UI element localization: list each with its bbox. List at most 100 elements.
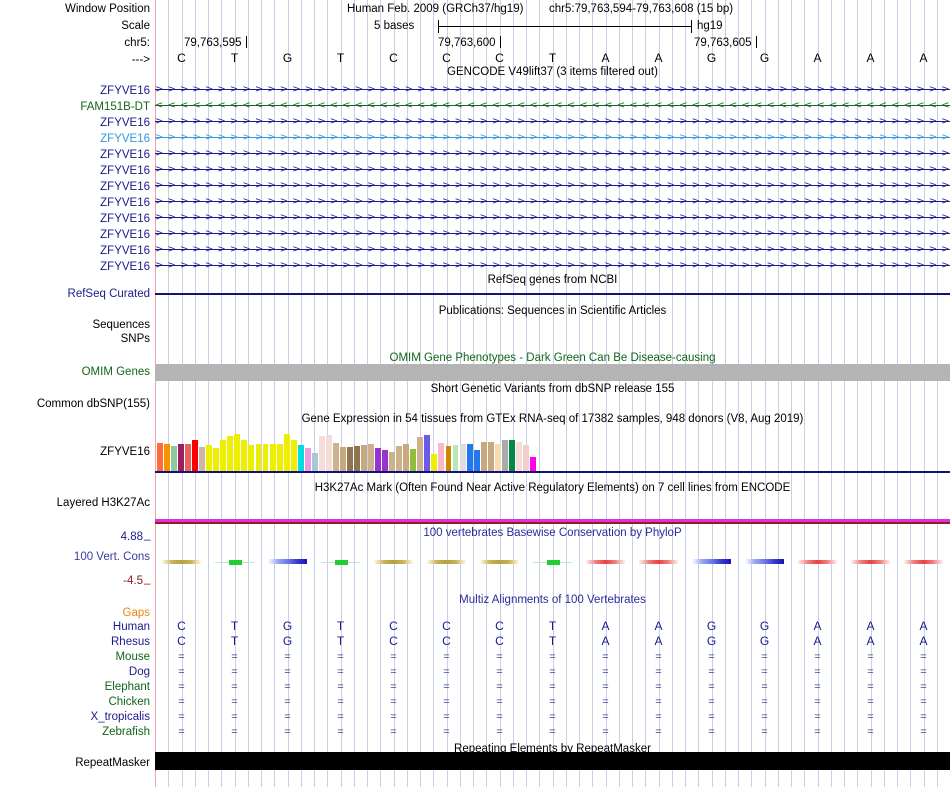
gtex-tissue-bar[interactable] (157, 443, 163, 472)
gtex-tissue-bar[interactable] (227, 436, 234, 472)
gtex-tissue-bar[interactable] (347, 447, 353, 472)
gtex-tissue-bar[interactable] (311, 453, 318, 472)
gtex-tissue-bar[interactable] (192, 440, 199, 472)
gtex-tissue-bar[interactable] (339, 447, 346, 472)
refseq-curated-bar[interactable] (155, 293, 950, 295)
multiz-species-label[interactable]: Chicken (108, 696, 150, 708)
gtex-tissue-bar[interactable] (354, 446, 360, 472)
gencode-transcript-row[interactable]: >>>>>>>>>>>>>>>>>>>>>>>>>>>>>>>>>>>>>>>>… (155, 228, 950, 239)
gtex-gene-label[interactable]: ZFYVE16 (100, 446, 150, 458)
multiz-track-title[interactable]: Multiz Alignments of 100 Vertebrates (459, 594, 646, 606)
gtex-tissue-bar[interactable] (185, 444, 192, 472)
gtex-bar-chart[interactable] (157, 428, 537, 472)
publications-snps-label[interactable]: SNPs (120, 333, 150, 345)
publications-sequences-label[interactable]: Sequences (92, 319, 150, 331)
gtex-tissue-bar[interactable] (529, 457, 536, 472)
gtex-tissue-bar[interactable] (494, 444, 501, 472)
omim-genes-bar[interactable] (155, 364, 950, 381)
gtex-tissue-bar[interactable] (304, 448, 311, 472)
gencode-transcript-row[interactable]: >>>>>>>>>>>>>>>>>>>>>>>>>>>>>>>>>>>>>>>>… (155, 116, 950, 127)
gtex-tissue-bar[interactable] (283, 434, 290, 472)
gtex-tissue-bar[interactable] (199, 447, 206, 472)
h3k27ac-track-title[interactable]: H3K27Ac Mark (Often Found Near Active Re… (314, 482, 791, 494)
gencode-gene-label[interactable]: ZFYVE16 (100, 245, 150, 257)
h3k27ac-label[interactable]: Layered H3K27Ac (56, 497, 150, 509)
omim-track-title[interactable]: OMIM Gene Phenotypes - Dark Green Can Be… (389, 352, 716, 364)
gencode-track-title[interactable]: GENCODE V49lift37 (3 items filtered out) (447, 66, 658, 78)
omim-genes-label[interactable]: OMIM Genes (81, 366, 150, 378)
multiz-species-label[interactable]: X_tropicalis (90, 711, 150, 723)
gtex-tissue-bar[interactable] (171, 446, 177, 472)
gencode-transcript-row[interactable]: >>>>>>>>>>>>>>>>>>>>>>>>>>>>>>>>>>>>>>>>… (155, 244, 950, 255)
gtex-tissue-bar[interactable] (445, 446, 452, 472)
gtex-tissue-bar[interactable] (368, 444, 375, 472)
gencode-gene-label[interactable]: ZFYVE16 (100, 117, 150, 129)
gencode-gene-label[interactable]: ZFYVE16 (100, 133, 150, 145)
gencode-transcript-row[interactable]: >>>>>>>>>>>>>>>>>>>>>>>>>>>>>>>>>>>>>>>>… (155, 164, 950, 175)
gtex-tissue-bar[interactable] (248, 445, 255, 472)
gtex-tissue-bar[interactable] (487, 442, 494, 472)
gtex-tissue-bar[interactable] (206, 445, 213, 472)
gtex-tissue-bar[interactable] (459, 444, 466, 472)
gtex-tissue-bar[interactable] (396, 446, 403, 472)
gtex-tissue-bar[interactable] (325, 435, 332, 472)
gencode-gene-label[interactable]: ZFYVE16 (100, 165, 150, 177)
phylop-track-title[interactable]: 100 vertebrates Basewise Conservation by… (423, 527, 682, 539)
gtex-tissue-bar[interactable] (417, 437, 424, 472)
refseq-track-title[interactable]: RefSeq genes from NCBI (487, 274, 618, 286)
gencode-gene-label[interactable]: ZFYVE16 (100, 261, 150, 273)
gtex-tissue-bar[interactable] (424, 435, 431, 472)
gtex-tissue-bar[interactable] (234, 434, 241, 472)
gtex-tissue-bar[interactable] (332, 443, 339, 472)
gtex-tissue-bar[interactable] (410, 449, 417, 472)
gencode-gene-label[interactable]: ZFYVE16 (100, 213, 150, 225)
gtex-track-title[interactable]: Gene Expression in 54 tissues from GTEx … (301, 413, 804, 425)
gencode-transcript-row[interactable]: >>>>>>>>>>>>>>>>>>>>>>>>>>>>>>>>>>>>>>>>… (155, 212, 950, 223)
gtex-tissue-bar[interactable] (297, 445, 304, 472)
gtex-tissue-bar[interactable] (375, 448, 382, 472)
multiz-species-label[interactable]: Rhesus (111, 636, 150, 648)
refseq-curated-label[interactable]: RefSeq Curated (67, 288, 150, 300)
gencode-gene-label[interactable]: ZFYVE16 (100, 197, 150, 209)
gtex-tissue-bar[interactable] (318, 436, 325, 472)
gtex-tissue-bar[interactable] (403, 444, 410, 472)
gtex-tissue-bar[interactable] (361, 445, 367, 472)
gtex-tissue-bar[interactable] (276, 444, 283, 472)
gtex-tissue-bar[interactable] (431, 454, 438, 472)
multiz-gaps-label[interactable]: Gaps (122, 607, 151, 619)
gtex-tissue-bar[interactable] (522, 445, 529, 472)
gencode-transcript-row[interactable]: >>>>>>>>>>>>>>>>>>>>>>>>>>>>>>>>>>>>>>>>… (155, 180, 950, 191)
gencode-transcript-row[interactable]: >>>>>>>>>>>>>>>>>>>>>>>>>>>>>>>>>>>>>>>>… (155, 260, 950, 271)
gtex-tissue-bar[interactable] (262, 444, 269, 472)
gtex-tissue-bar[interactable] (515, 442, 522, 472)
gtex-tissue-bar[interactable] (466, 444, 473, 472)
multiz-species-label[interactable]: Dog (128, 666, 150, 678)
phylop-conservation-plot[interactable] (155, 545, 950, 580)
gtex-tissue-bar[interactable] (382, 450, 389, 472)
phylop-label[interactable]: 100 Vert. Cons (73, 551, 150, 563)
gtex-tissue-bar[interactable] (178, 444, 185, 472)
gtex-tissue-bar[interactable] (220, 440, 227, 472)
multiz-species-label[interactable]: Human (112, 621, 150, 633)
gencode-gene-label[interactable]: ZFYVE16 (100, 181, 150, 193)
gtex-tissue-bar[interactable] (213, 448, 220, 472)
gtex-tissue-bar[interactable] (473, 450, 480, 472)
multiz-species-label[interactable]: Elephant (104, 681, 150, 693)
gtex-tissue-bar[interactable] (241, 440, 248, 472)
gencode-gene-label[interactable]: FAM151B-DT (80, 101, 150, 113)
gencode-transcript-row[interactable]: >>>>>>>>>>>>>>>>>>>>>>>>>>>>>>>>>>>>>>>>… (155, 196, 950, 207)
gtex-tissue-bar[interactable] (389, 452, 396, 472)
publications-track-title[interactable]: Publications: Sequences in Scientific Ar… (438, 305, 667, 317)
repeatmasker-label[interactable]: RepeatMasker (75, 757, 150, 769)
gencode-gene-label[interactable]: ZFYVE16 (100, 229, 150, 241)
gtex-tissue-bar[interactable] (164, 444, 170, 472)
gencode-transcript-row[interactable]: >>>>>>>>>>>>>>>>>>>>>>>>>>>>>>>>>>>>>>>>… (155, 84, 950, 95)
dbsnp-label[interactable]: Common dbSNP(155) (36, 398, 150, 410)
gencode-transcript-row[interactable]: >>>>>>>>>>>>>>>>>>>>>>>>>>>>>>>>>>>>>>>>… (155, 148, 950, 159)
gencode-gene-label[interactable]: ZFYVE16 (100, 85, 150, 97)
multiz-species-label[interactable]: Zebrafish (102, 726, 150, 738)
multiz-species-label[interactable]: Mouse (115, 651, 150, 663)
gtex-tissue-bar[interactable] (508, 440, 515, 472)
gtex-tissue-bar[interactable] (452, 445, 459, 472)
gtex-tissue-bar[interactable] (438, 443, 445, 472)
